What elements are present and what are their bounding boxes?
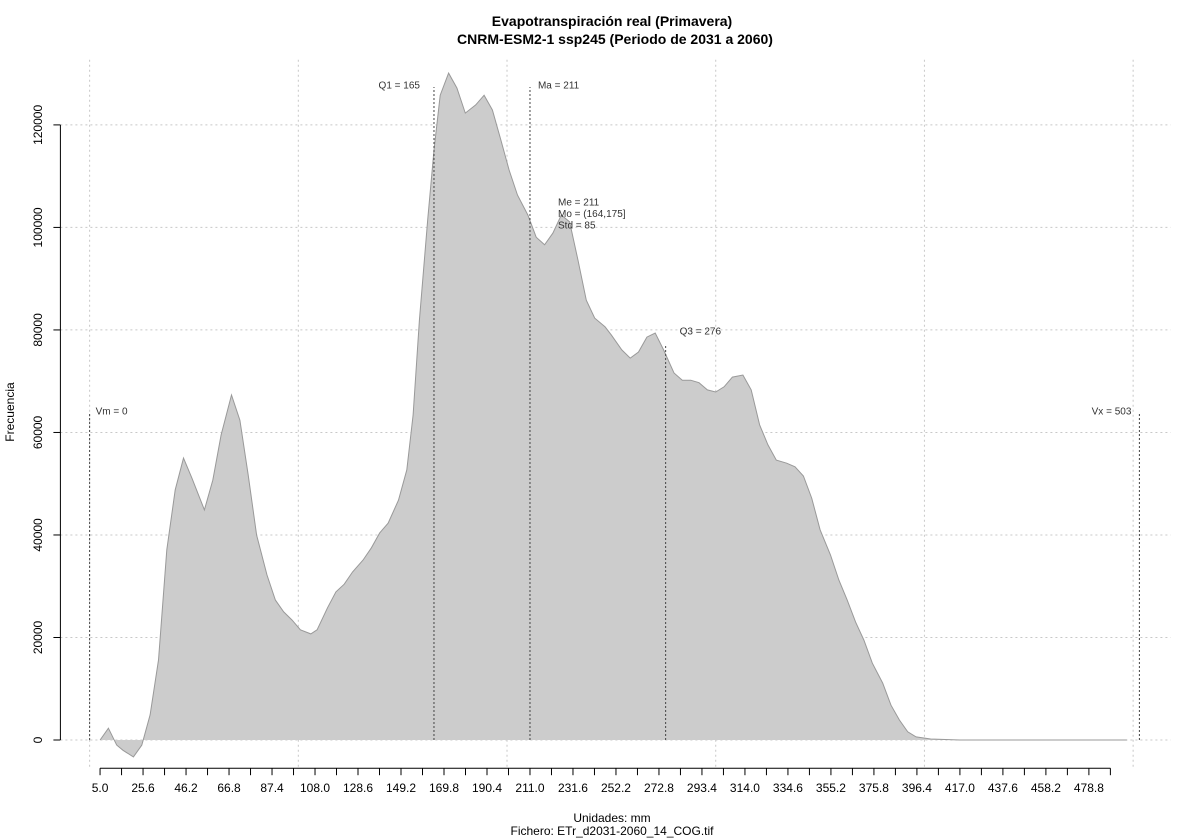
y-tick-label: 60000 — [31, 415, 45, 449]
annotation-label: Vx = 503 — [1092, 407, 1132, 418]
stat-label: Me = 211 — [558, 198, 600, 209]
x-tick-label: 87.4 — [260, 781, 284, 795]
x-tick-label: 334.6 — [773, 781, 803, 795]
x-tick-label: 25.6 — [131, 781, 155, 795]
y-tick-label: 100000 — [31, 207, 45, 247]
annotation-label: Q1 = 165 — [379, 81, 421, 92]
x-tick-label: 231.6 — [558, 781, 588, 795]
x-tick-label: 5.0 — [92, 781, 109, 795]
x-tick-label: 396.4 — [902, 781, 932, 795]
y-tick-label: 0 — [31, 736, 45, 743]
y-tick-label: 20000 — [31, 620, 45, 654]
x-tick-label: 252.2 — [601, 781, 631, 795]
area — [100, 73, 1127, 757]
x-tick-label: 375.8 — [859, 781, 889, 795]
x-tick-label: 272.8 — [644, 781, 674, 795]
x-tick-label: 190.4 — [472, 781, 502, 795]
y-tick-label: 120000 — [31, 105, 45, 145]
x-tick-label: 458.2 — [1031, 781, 1061, 795]
x-tick-label: 355.2 — [816, 781, 846, 795]
chart-subtitle: CNRM-ESM2-1 ssp245 (Periodo de 2031 a 20… — [457, 31, 773, 47]
x-tick-label: 314.0 — [730, 781, 760, 795]
stat-label: Mo = (164,175] — [558, 209, 626, 220]
stat-label: Std = 85 — [558, 221, 596, 232]
x-tick-label: 211.0 — [515, 781, 544, 795]
x-tick-label: 46.2 — [174, 781, 198, 795]
x-axis-label: Unidades: mm — [573, 811, 650, 825]
area-line — [99, 71, 1127, 758]
x-tick-label: 478.8 — [1074, 781, 1104, 795]
x-tick-label: 149.2 — [386, 781, 416, 795]
caption: Fichero: ETr_d2031-2060_14_COG.tif — [511, 824, 715, 838]
x-tick-label: 437.6 — [988, 781, 1018, 795]
annotation-label: Vm = 0 — [96, 407, 128, 418]
x-tick-label: 108.0 — [300, 781, 330, 795]
annotation-label: Q3 = 276 — [680, 327, 722, 338]
x-tick-label: 128.6 — [343, 781, 373, 795]
x-tick-label: 66.8 — [217, 781, 241, 795]
x-tick-label: 417.0 — [945, 781, 975, 795]
y-axis-label: Frecuencia — [3, 382, 17, 442]
y-tick-label: 80000 — [31, 313, 45, 347]
chart-title: Evapotranspiración real (Primavera) — [492, 13, 732, 29]
annotation-label: Ma = 211 — [538, 81, 580, 92]
y-tick-label: 40000 — [31, 518, 45, 552]
x-tick-label: 169.8 — [429, 781, 459, 795]
x-tick-label: 293.4 — [687, 781, 717, 795]
